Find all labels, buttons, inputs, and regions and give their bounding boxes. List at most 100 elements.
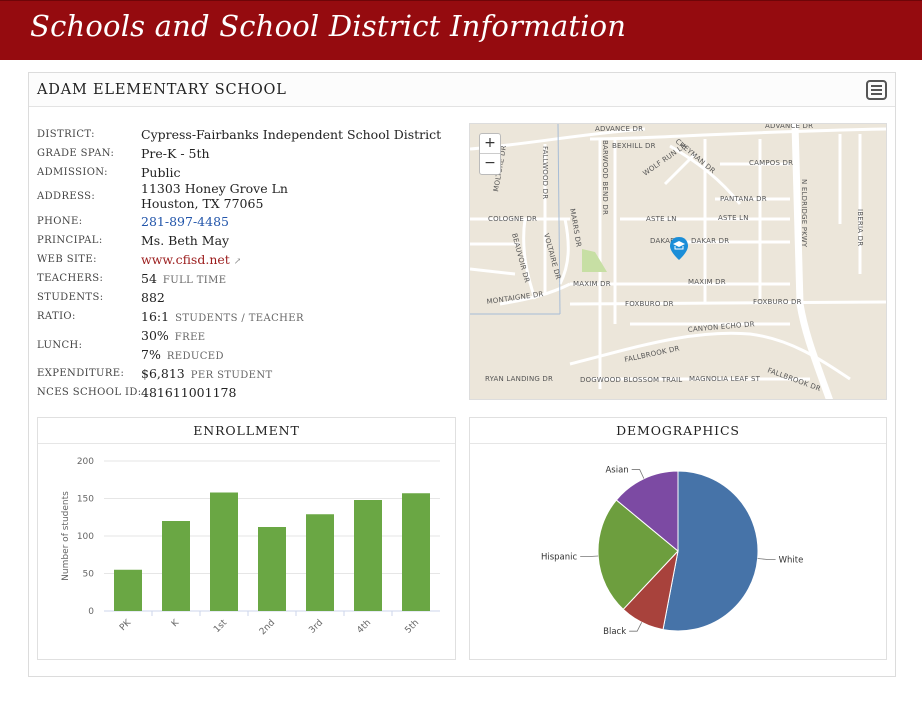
svg-text:BEAUVOIR DR: BEAUVOIR DR	[510, 232, 531, 283]
x-tick-label: 3rd	[307, 618, 325, 636]
svg-text:DOGWOOD BLOSSOM TRAIL: DOGWOOD BLOSSOM TRAIL	[580, 376, 682, 384]
pie-slice-white	[662, 470, 759, 632]
pie-slice-hispanic	[597, 499, 679, 611]
zoom-out-button[interactable]: −	[484, 155, 496, 171]
x-tick-label: 4th	[355, 618, 373, 636]
y-tick-label: 150	[77, 495, 94, 505]
y-tick-label: 100	[77, 532, 94, 542]
svg-text:FOXBURO DR: FOXBURO DR	[753, 298, 802, 306]
svg-text:MAGNOLIA LEAF ST: MAGNOLIA LEAF ST	[689, 375, 761, 383]
address-label: ADDRESS:	[37, 191, 96, 202]
enrollment-bar-PK	[114, 569, 142, 611]
svg-text:MARRS DR: MARRS DR	[568, 208, 583, 248]
svg-text:CANYON ECHO DR: CANYON ECHO DR	[687, 320, 755, 334]
map-streets: ADVANCE DR ADVANCE DR BEXHILL DR CHEYMAN…	[470, 124, 886, 399]
svg-text:DAKAR: DAKAR	[650, 237, 675, 245]
ratio-value: 16:1	[141, 309, 170, 324]
zoom-in-button[interactable]: +	[480, 134, 500, 154]
svg-text:CAMPOS DR: CAMPOS DR	[749, 159, 793, 167]
y-tick-label: 0	[88, 607, 94, 617]
svg-text:MONTAIGNE DR: MONTAIGNE DR	[486, 290, 544, 306]
demographics-title: DEMOGRAPHICS	[470, 418, 886, 444]
svg-text:MAXIM DR: MAXIM DR	[688, 278, 726, 286]
y-tick-label: 200	[77, 457, 94, 467]
principal-label: PRINCIPAL:	[37, 235, 103, 246]
pie-connector	[757, 558, 776, 560]
svg-text:FALLWOOD DR: FALLWOOD DR	[541, 146, 549, 199]
lunch-free-value: 30%	[141, 328, 169, 343]
y-axis-label: Number of students	[61, 491, 71, 581]
admission-label: ADMISSION:	[37, 167, 108, 178]
x-tick-label: 2nd	[258, 618, 277, 637]
teachers-value: 54	[141, 271, 157, 286]
ratio-label: RATIO:	[37, 311, 76, 322]
enrollment-bar-1st	[210, 492, 238, 611]
pie-slice-asian	[615, 470, 679, 553]
nces-value: 481611001178	[141, 385, 237, 400]
svg-text:N ELDRIDGE PKWY: N ELDRIDGE PKWY	[800, 179, 808, 248]
svg-text:IBERIA DR: IBERIA DR	[856, 209, 864, 246]
school-map[interactable]: ADVANCE DR ADVANCE DR BEXHILL DR CHEYMAN…	[469, 123, 887, 400]
pie-connector	[631, 469, 645, 479]
svg-text:ADVANCE DR: ADVANCE DR	[595, 125, 643, 133]
expenditure-label: EXPENDITURE:	[37, 368, 125, 379]
pie-label: White	[779, 555, 804, 565]
svg-text:BEXHILL DR: BEXHILL DR	[612, 142, 656, 150]
lunch-reduced-value: 7%	[141, 347, 161, 362]
svg-text:MAXIM DR: MAXIM DR	[573, 280, 611, 288]
x-tick-label: K	[170, 617, 182, 629]
website-link[interactable]: www.cfisd.net	[141, 252, 230, 267]
x-tick-label: PK	[118, 617, 134, 633]
svg-text:ADVANCE DR: ADVANCE DR	[765, 124, 813, 130]
svg-text:RYAN LANDING DR: RYAN LANDING DR	[485, 375, 553, 383]
school-location-pin-icon	[670, 237, 688, 260]
svg-text:FOXBURO DR: FOXBURO DR	[625, 300, 674, 308]
enrollment-bar-K	[162, 521, 190, 611]
x-tick-label: 1st	[212, 618, 229, 635]
address-line2: Houston, TX 77065	[141, 196, 264, 211]
teachers-unit: FULL TIME	[162, 275, 227, 286]
ratio-unit: STUDENTS / TEACHER	[175, 313, 304, 324]
enrollment-bar-3rd	[306, 514, 334, 611]
map-zoom-control: + −	[479, 133, 501, 175]
address-line1: 11303 Honey Grove Ln	[141, 181, 288, 196]
teachers-label: TEACHERS:	[37, 273, 104, 284]
svg-text:BARWOOD BEND DR: BARWOOD BEND DR	[601, 140, 609, 215]
menu-list-icon[interactable]	[866, 80, 887, 100]
svg-text:ASTE LN: ASTE LN	[646, 215, 677, 223]
principal-value: Ms. Beth May	[141, 233, 230, 248]
students-label: STUDENTS:	[37, 292, 104, 303]
svg-text:COLOGNE DR: COLOGNE DR	[488, 215, 537, 223]
svg-text:ASTE LN: ASTE LN	[718, 214, 749, 222]
external-link-icon: ↗	[233, 257, 242, 267]
expenditure-value: $6,813	[141, 366, 185, 381]
district-label: DISTRICT:	[37, 129, 95, 140]
site-title: Schools and School District Information	[30, 9, 627, 43]
grade-span-value: Pre-K - 5th	[141, 146, 210, 161]
pie-connector	[629, 622, 643, 632]
website-label: WEB SITE:	[37, 254, 97, 265]
school-panel: ADAM ELEMENTARY SCHOOL DISTRICT: Cypress…	[28, 72, 896, 677]
x-tick-label: 5th	[403, 618, 421, 636]
expenditure-unit: PER STUDENT	[190, 370, 273, 381]
students-value: 882	[141, 290, 165, 305]
demographics-card: DEMOGRAPHICS White Black Hispanic Asian	[469, 417, 887, 660]
phone-link[interactable]: 281-897-4485	[141, 214, 229, 229]
lunch-free-unit: FREE	[174, 332, 206, 343]
enrollment-card: ENROLLMENT 0 50 100 150 200 Number of student…	[37, 417, 456, 660]
admission-value: Public	[141, 165, 181, 180]
lunch-label: LUNCH:	[37, 340, 83, 351]
phone-label: PHONE:	[37, 216, 83, 227]
nces-label: NCES SCHOOL ID:	[37, 387, 142, 398]
district-value: Cypress-Fairbanks Independent School Dis…	[141, 127, 442, 142]
school-name: ADAM ELEMENTARY SCHOOL	[37, 82, 287, 98]
site-banner: Schools and School District Information	[0, 0, 922, 60]
school-panel-header: ADAM ELEMENTARY SCHOOL	[29, 73, 895, 107]
enrollment-bar-5th	[402, 493, 430, 611]
grade-span-label: GRADE SPAN:	[37, 148, 115, 159]
pie-label: Hispanic	[541, 553, 578, 563]
enrollment-bar-4th	[354, 500, 382, 611]
enrollment-bar-2nd	[258, 527, 286, 611]
demographics-pie-chart: White Black Hispanic Asian	[541, 466, 804, 638]
svg-text:DAKAR DR: DAKAR DR	[691, 237, 729, 245]
